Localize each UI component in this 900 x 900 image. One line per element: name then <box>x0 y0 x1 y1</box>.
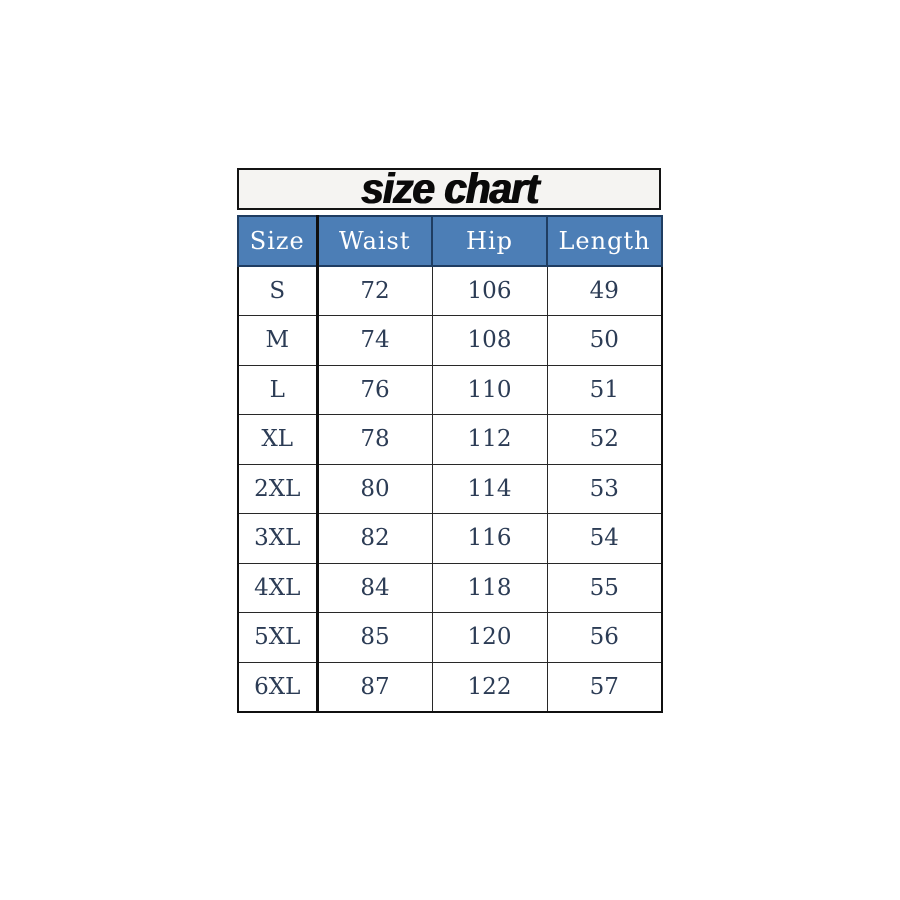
value-cell: 57 <box>546 661 663 712</box>
value-cell: 55 <box>546 562 663 613</box>
value-cell: 80 <box>316 463 433 514</box>
value-cell: 84 <box>316 562 433 613</box>
value-cell: 118 <box>431 562 548 613</box>
column-header-length: Length <box>546 215 663 267</box>
size-table-body: S 72 106 49 M 74 108 50 L 76 110 51 XL 78 112 52 2XL 80 11… <box>237 265 663 712</box>
size-chart-panel: size chart Size Waist Hip Length S 72 106 49 M 7… <box>237 165 663 713</box>
size-cell: M <box>237 315 319 366</box>
value-cell: 53 <box>546 463 663 514</box>
value-cell: 82 <box>316 513 433 564</box>
value-cell: 56 <box>546 612 663 663</box>
value-cell: 78 <box>316 414 433 465</box>
value-cell: 51 <box>546 364 663 415</box>
table-row: M 74 108 50 <box>237 315 663 366</box>
value-cell: 122 <box>431 661 548 712</box>
size-cell: 4XL <box>237 562 319 613</box>
table-row: S 72 106 49 <box>237 265 663 316</box>
size-cell: XL <box>237 414 319 465</box>
value-cell: 87 <box>316 661 433 712</box>
size-chart-title: size chart <box>360 165 538 213</box>
size-cell: L <box>237 364 319 415</box>
value-cell: 54 <box>546 513 663 564</box>
size-cell: 2XL <box>237 463 319 514</box>
table-row: 3XL 82 116 54 <box>237 513 663 564</box>
column-header-size: Size <box>237 215 319 267</box>
value-cell: 85 <box>316 612 433 663</box>
size-table: Size Waist Hip Length S 72 106 49 M 74 108 50 L 76 11… <box>237 215 663 713</box>
size-table-header: Size Waist Hip Length <box>237 215 663 267</box>
table-row: XL 78 112 52 <box>237 414 663 465</box>
table-row: L 76 110 51 <box>237 364 663 415</box>
table-row: 5XL 85 120 56 <box>237 612 663 663</box>
value-cell: 120 <box>431 612 548 663</box>
value-cell: 116 <box>431 513 548 564</box>
column-header-waist: Waist <box>316 215 433 267</box>
value-cell: 76 <box>316 364 433 415</box>
size-cell: 6XL <box>237 661 319 712</box>
table-row: 6XL 87 122 57 <box>237 661 663 712</box>
value-cell: 52 <box>546 414 663 465</box>
table-row: 2XL 80 114 53 <box>237 463 663 514</box>
column-header-hip: Hip <box>431 215 548 267</box>
size-cell: 3XL <box>237 513 319 564</box>
value-cell: 74 <box>316 315 433 366</box>
table-row: 4XL 84 118 55 <box>237 562 663 613</box>
size-chart-title-box: size chart <box>237 165 661 213</box>
value-cell: 49 <box>546 265 663 316</box>
header-row: Size Waist Hip Length <box>237 215 663 267</box>
value-cell: 112 <box>431 414 548 465</box>
value-cell: 106 <box>431 265 548 316</box>
size-cell: S <box>237 265 319 316</box>
value-cell: 72 <box>316 265 433 316</box>
value-cell: 110 <box>431 364 548 415</box>
value-cell: 108 <box>431 315 548 366</box>
size-cell: 5XL <box>237 612 319 663</box>
value-cell: 50 <box>546 315 663 366</box>
value-cell: 114 <box>431 463 548 514</box>
